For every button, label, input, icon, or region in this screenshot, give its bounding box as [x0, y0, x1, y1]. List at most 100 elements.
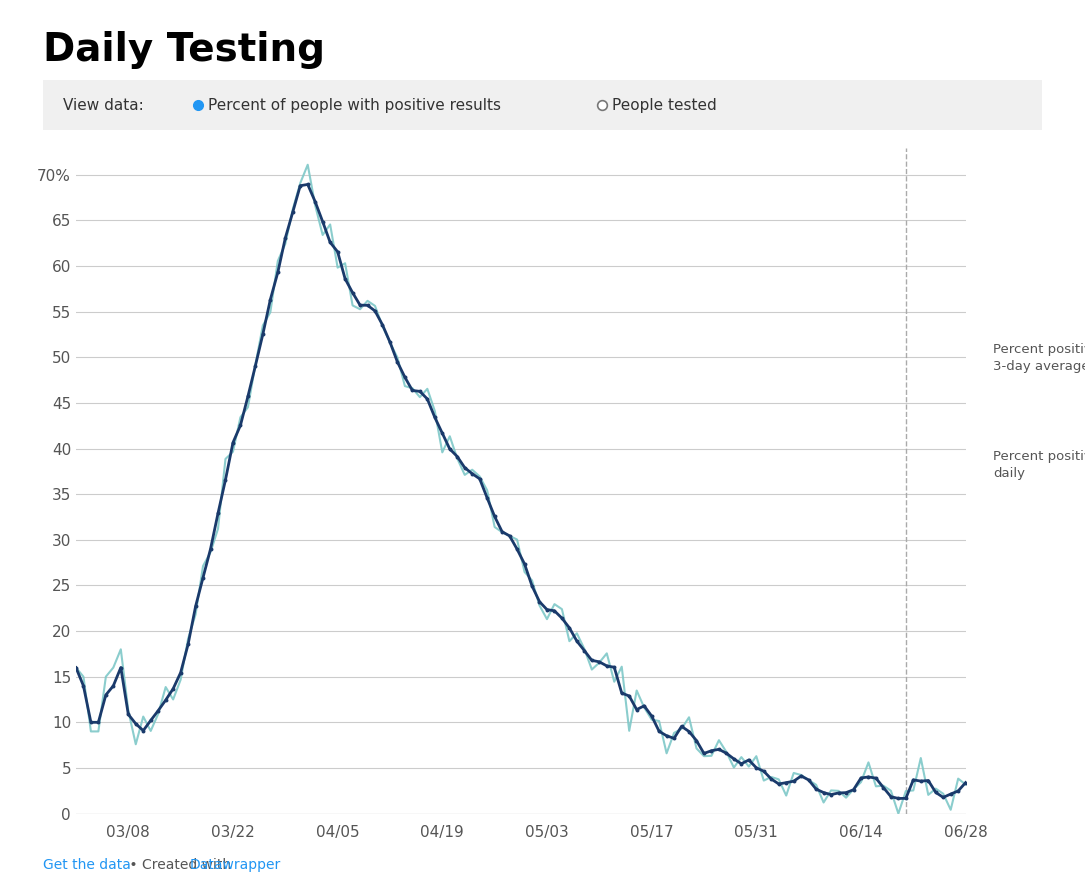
Point — [927, 785, 944, 799]
Point — [374, 317, 392, 332]
Point — [419, 392, 436, 406]
Point — [658, 729, 675, 743]
Point — [494, 525, 511, 539]
Point — [605, 660, 623, 674]
Point — [321, 235, 339, 249]
Point — [98, 687, 115, 702]
Point — [292, 179, 309, 193]
Point — [456, 460, 473, 475]
Point — [822, 788, 840, 802]
Point — [329, 245, 346, 259]
Point — [957, 775, 974, 789]
Point — [830, 786, 847, 800]
Point — [934, 790, 952, 805]
Point — [344, 285, 361, 299]
Point — [352, 298, 369, 312]
Point — [650, 724, 667, 738]
Point — [157, 693, 175, 707]
Point — [576, 644, 593, 658]
Point — [688, 733, 705, 747]
Point — [636, 699, 653, 713]
Point — [792, 769, 809, 783]
Point — [217, 473, 234, 487]
Point — [463, 467, 481, 481]
Text: • Created with: • Created with — [125, 857, 235, 872]
Point — [269, 266, 286, 280]
Point — [486, 510, 503, 524]
Point — [359, 299, 376, 313]
Point — [509, 542, 526, 556]
Point — [628, 703, 646, 717]
Point — [127, 717, 144, 731]
Point — [336, 272, 354, 286]
Point — [239, 389, 256, 403]
Point — [187, 599, 204, 613]
Point — [725, 752, 742, 766]
Point — [853, 771, 870, 785]
Point — [150, 704, 167, 718]
Point — [471, 472, 488, 486]
Point — [523, 578, 540, 593]
Point — [561, 620, 578, 635]
Point — [748, 761, 765, 775]
Text: Get the data: Get the data — [43, 857, 131, 872]
Point — [800, 772, 817, 787]
Point — [448, 450, 465, 464]
Point — [695, 746, 713, 761]
Point — [171, 665, 189, 679]
Point — [755, 764, 773, 779]
Text: Percent of people with positive results: Percent of people with positive results — [208, 97, 501, 113]
Point — [404, 384, 421, 398]
Point — [179, 637, 196, 652]
Point — [949, 784, 967, 798]
Point — [912, 774, 930, 789]
Point — [613, 686, 630, 700]
Text: Percent positive:
daily: Percent positive: daily — [993, 450, 1085, 480]
Point — [515, 557, 533, 571]
Point — [711, 742, 728, 756]
Point — [538, 603, 556, 617]
Point — [367, 304, 384, 318]
Point — [680, 724, 698, 738]
Point — [104, 679, 122, 693]
Point — [67, 661, 85, 675]
Point — [388, 355, 406, 369]
Text: Datawrapper: Datawrapper — [190, 857, 281, 872]
Point — [703, 744, 720, 758]
Point — [867, 771, 884, 785]
Point — [897, 791, 915, 805]
Point — [859, 770, 877, 784]
Point — [621, 689, 638, 704]
Point — [426, 410, 444, 425]
Point — [673, 719, 690, 733]
Point — [82, 715, 100, 730]
Point — [845, 782, 863, 797]
Point — [590, 654, 608, 669]
Point — [284, 205, 302, 219]
Point — [396, 370, 413, 384]
Point — [254, 327, 271, 342]
Text: Percent positive:
3-day average: Percent positive: 3-day average — [993, 342, 1085, 373]
Point — [807, 782, 825, 797]
Point — [135, 723, 152, 738]
Point — [307, 195, 324, 209]
Text: People tested: People tested — [612, 97, 717, 113]
Point — [232, 418, 250, 433]
Point — [553, 611, 571, 625]
Point — [905, 772, 922, 787]
Point — [569, 634, 586, 648]
Point — [665, 731, 682, 746]
Point — [778, 775, 795, 789]
Point — [920, 773, 937, 788]
Point — [442, 442, 459, 456]
Point — [882, 789, 899, 804]
Point — [890, 791, 907, 805]
Point — [531, 595, 548, 609]
Point — [209, 506, 227, 520]
Point — [770, 777, 788, 791]
Point — [583, 654, 600, 668]
Text: View data:: View data: — [63, 97, 144, 113]
Point — [202, 542, 219, 556]
Text: Daily Testing: Daily Testing — [43, 31, 326, 70]
Point — [740, 753, 757, 767]
